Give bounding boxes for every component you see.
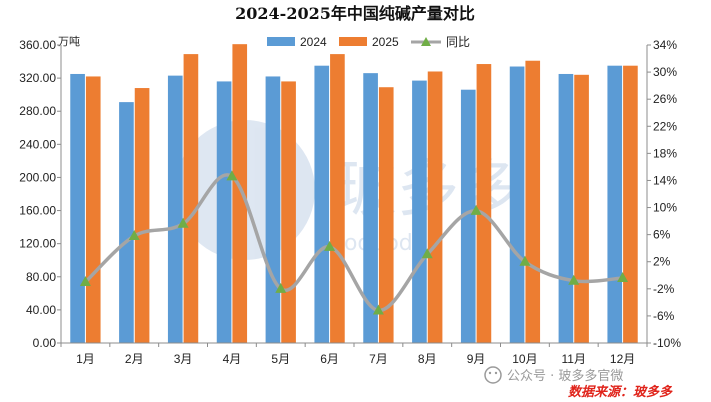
y-left-tick-label: 40.00 xyxy=(26,303,56,317)
y-right-tick-label: 30% xyxy=(653,65,677,79)
y-left-tick-label: 360.00 xyxy=(19,38,56,52)
axes xyxy=(60,45,648,344)
y-left-tick-label: 200.00 xyxy=(19,170,56,184)
y-axis-left-ticks: 0.00 40.00 80.00 120.00 160.00 200.00 240.00 28… xyxy=(19,38,61,350)
y-left-tick-label: 280.00 xyxy=(19,104,56,118)
y-right-tick-label: 26% xyxy=(653,92,677,106)
bar-2024 xyxy=(314,65,330,343)
legend-label-2024: 2024 xyxy=(300,35,327,49)
bar-2024 xyxy=(607,65,623,343)
wechat-account-label: 公众号 · 玻多多官微 xyxy=(507,368,623,384)
y-right-tick-label: 14% xyxy=(653,173,677,187)
bar-2025 xyxy=(476,64,492,344)
legend-swatch-2025 xyxy=(339,37,367,46)
footer-watermark: 公众号 · 玻多多官微 xyxy=(484,366,623,384)
bar-2025 xyxy=(85,76,101,343)
bar-2025 xyxy=(427,71,443,343)
y-right-tick-label: 34% xyxy=(653,38,677,52)
y-left-tick-label: 320.00 xyxy=(19,71,56,85)
bar-2025 xyxy=(574,74,589,344)
wechat-icon-eye-right xyxy=(494,371,498,375)
bar-2025 xyxy=(623,65,638,343)
bars xyxy=(70,44,638,344)
yoy-marker xyxy=(177,217,189,228)
legend-marker-yoy xyxy=(421,37,431,46)
yoy-marker xyxy=(470,204,482,215)
legend-swatch-2024 xyxy=(267,37,295,46)
bar-2024 xyxy=(460,89,476,343)
yoy-marker xyxy=(421,248,433,259)
x-tick-label: 7月 xyxy=(369,352,388,366)
bar-2025 xyxy=(525,60,541,343)
yoy-marker xyxy=(324,240,336,251)
legend-label-yoy: 同比 xyxy=(446,35,470,49)
yoy-marker xyxy=(372,304,384,315)
wechat-icon-eye-left xyxy=(488,371,492,375)
x-tick-label: 4月 xyxy=(223,352,242,366)
y-right-tick-label: 2% xyxy=(653,255,671,269)
x-tick-label: 3月 xyxy=(174,352,193,366)
y-right-tick-label: 18% xyxy=(653,146,677,160)
data-source-label: 数据来源：玻多多 xyxy=(568,384,673,400)
y-right-tick-label: -2% xyxy=(653,282,675,296)
bar-2024 xyxy=(167,75,183,343)
yoy-marker xyxy=(275,282,287,293)
wechat-icon xyxy=(484,366,502,384)
yoy-marker xyxy=(568,274,580,285)
bar-2024 xyxy=(119,102,134,343)
yoy-marker xyxy=(519,255,531,266)
bar-2024 xyxy=(509,66,525,344)
bar-2024 xyxy=(70,73,85,343)
y-left-tick-label: 240.00 xyxy=(19,137,56,151)
y-right-tick-label: -6% xyxy=(653,309,675,323)
y-left-tick-label: 160.00 xyxy=(19,204,56,218)
bar-2024 xyxy=(363,73,378,344)
yoy-line xyxy=(79,170,629,315)
bar-2025 xyxy=(281,81,296,343)
x-tick-label: 2月 xyxy=(125,352,144,366)
x-tick-label: 11月 xyxy=(562,352,586,366)
y-left-tick-label: 120.00 xyxy=(19,237,56,251)
x-tick-label: 6月 xyxy=(320,352,339,366)
y-axis-right-ticks: -10% -6% -2% 2% 6% 10% 14% 18% 22% 26% 30% 34% xyxy=(647,38,681,350)
y-left-tick-label: 80.00 xyxy=(26,270,56,284)
bar-2025 xyxy=(134,88,150,344)
y-axis-unit-label: 万吨 xyxy=(58,35,80,48)
y-left-tick-label: 0.00 xyxy=(33,336,57,350)
x-tick-label: 12月 xyxy=(610,352,635,366)
yoy-marker xyxy=(617,271,629,282)
bar-2025 xyxy=(232,44,248,344)
bar-2024 xyxy=(558,73,574,343)
x-axis-ticks: 1月 2月 3月 4月 5月 6月 7月 8月 9月 10月 11月 12月 xyxy=(60,343,648,366)
x-tick-label: 1月 xyxy=(76,352,95,366)
bar-2024 xyxy=(216,81,232,343)
y-right-tick-label: 6% xyxy=(653,228,671,242)
legend: 2024 2025 同比 xyxy=(267,35,470,49)
x-tick-label: 9月 xyxy=(467,352,486,366)
y-right-tick-label: 22% xyxy=(653,119,677,133)
y-right-tick-label: -10% xyxy=(653,336,681,350)
yoy-marker xyxy=(128,229,140,240)
bar-2025 xyxy=(378,87,394,343)
bar-2024 xyxy=(265,76,281,343)
yoy-marker xyxy=(226,170,238,181)
x-tick-label: 8月 xyxy=(418,352,437,366)
x-tick-label: 5月 xyxy=(271,352,290,366)
bar-2025 xyxy=(330,54,345,343)
bar-2024 xyxy=(412,80,427,343)
legend-label-2025: 2025 xyxy=(372,35,399,49)
yoy-marker xyxy=(79,276,91,287)
y-right-tick-label: 10% xyxy=(653,201,677,215)
chart-title: 2024-2025年中国纯碱产量对比 xyxy=(235,4,475,23)
x-tick-label: 10月 xyxy=(512,352,537,366)
bar-2025 xyxy=(183,54,199,343)
